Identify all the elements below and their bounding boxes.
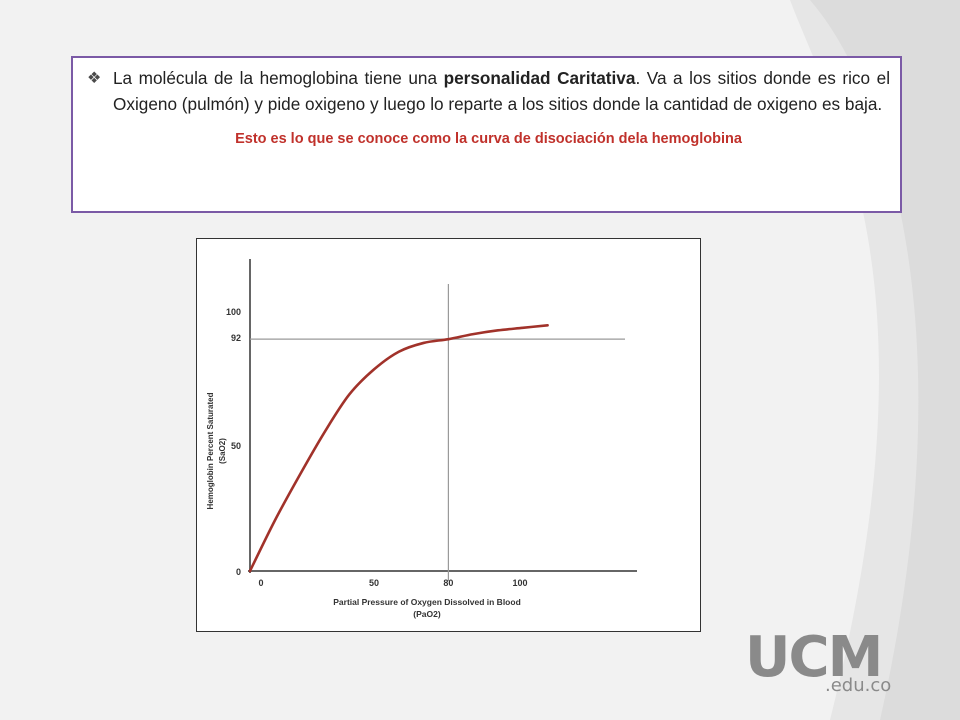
x-tick-label: 80 [443, 578, 453, 588]
chart-figure: 0 50 92 100 0 50 80 100 Partial Pressure of Oxyg… [196, 238, 701, 632]
x-tick-label: 50 [369, 578, 379, 588]
bullet-item: ❖ La molécula de la hemoglobina tiene un… [87, 66, 890, 117]
diamond-bullet-icon: ❖ [87, 70, 102, 87]
x-axis-label: Partial Pressure of Oxygen Dissolved in … [333, 597, 521, 607]
paragraph-bold: personalidad Caritativa [443, 68, 636, 88]
text-box: ❖ La molécula de la hemoglobina tiene un… [71, 56, 902, 213]
ucm-logo: UCM .edu.co [740, 628, 900, 708]
x-tick-label: 0 [258, 578, 263, 588]
y-tick-label: 92 [231, 333, 241, 343]
x-tick-label: 100 [512, 578, 527, 588]
y-tick-label: 100 [226, 307, 241, 317]
caption: Esto es lo que se conoce como la curva d… [235, 131, 742, 147]
x-axis-label-unit: (PaO2) [413, 609, 441, 619]
dissociation-chart: 0 50 92 100 0 50 80 100 Partial Pressure of Oxyg… [206, 259, 637, 619]
y-axis-label-unit: (SaO2) [218, 438, 227, 464]
y-axis-label: Hemoglobin Percent Saturated [206, 392, 215, 509]
logo-sub-text: .edu.co [825, 675, 892, 696]
paragraph-part2: . Va a los sitios donde es rico el Oxige… [113, 68, 891, 114]
logo-main-text: UCM [745, 625, 883, 690]
y-tick-label: 0 [236, 567, 241, 577]
y-tick-label: 50 [231, 441, 241, 451]
bullet-paragraph: La molécula de la hemoglobina tiene una … [113, 66, 890, 117]
dissociation-curve [248, 324, 549, 573]
paragraph-part1: La molécula de la hemoglobina tiene una [113, 68, 444, 88]
